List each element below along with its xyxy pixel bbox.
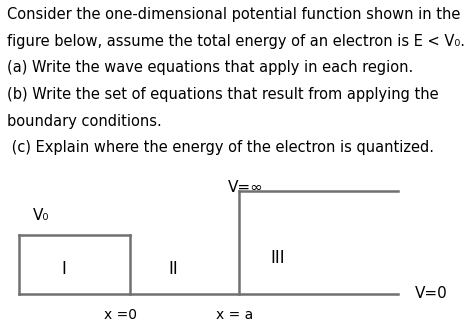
Text: x =0: x =0 — [104, 308, 137, 322]
Text: II: II — [168, 260, 178, 278]
Text: V=∞: V=∞ — [228, 180, 264, 195]
Text: V=0: V=0 — [415, 286, 447, 301]
Text: III: III — [270, 249, 284, 267]
Text: boundary conditions.: boundary conditions. — [7, 114, 162, 129]
Text: I: I — [62, 260, 66, 278]
Text: figure below, assume the total energy of an electron is E < V₀.: figure below, assume the total energy of… — [7, 33, 465, 49]
Text: (a) Write the wave equations that apply in each region.: (a) Write the wave equations that apply … — [7, 60, 413, 75]
Text: (b) Write the set of equations that result from applying the: (b) Write the set of equations that resu… — [7, 87, 439, 102]
Text: Consider the one-dimensional potential function shown in the: Consider the one-dimensional potential f… — [7, 7, 460, 22]
Text: (c) Explain where the energy of the electron is quantized.: (c) Explain where the energy of the elec… — [7, 140, 434, 155]
Text: V₀: V₀ — [33, 208, 50, 223]
Text: x = a: x = a — [216, 308, 253, 322]
